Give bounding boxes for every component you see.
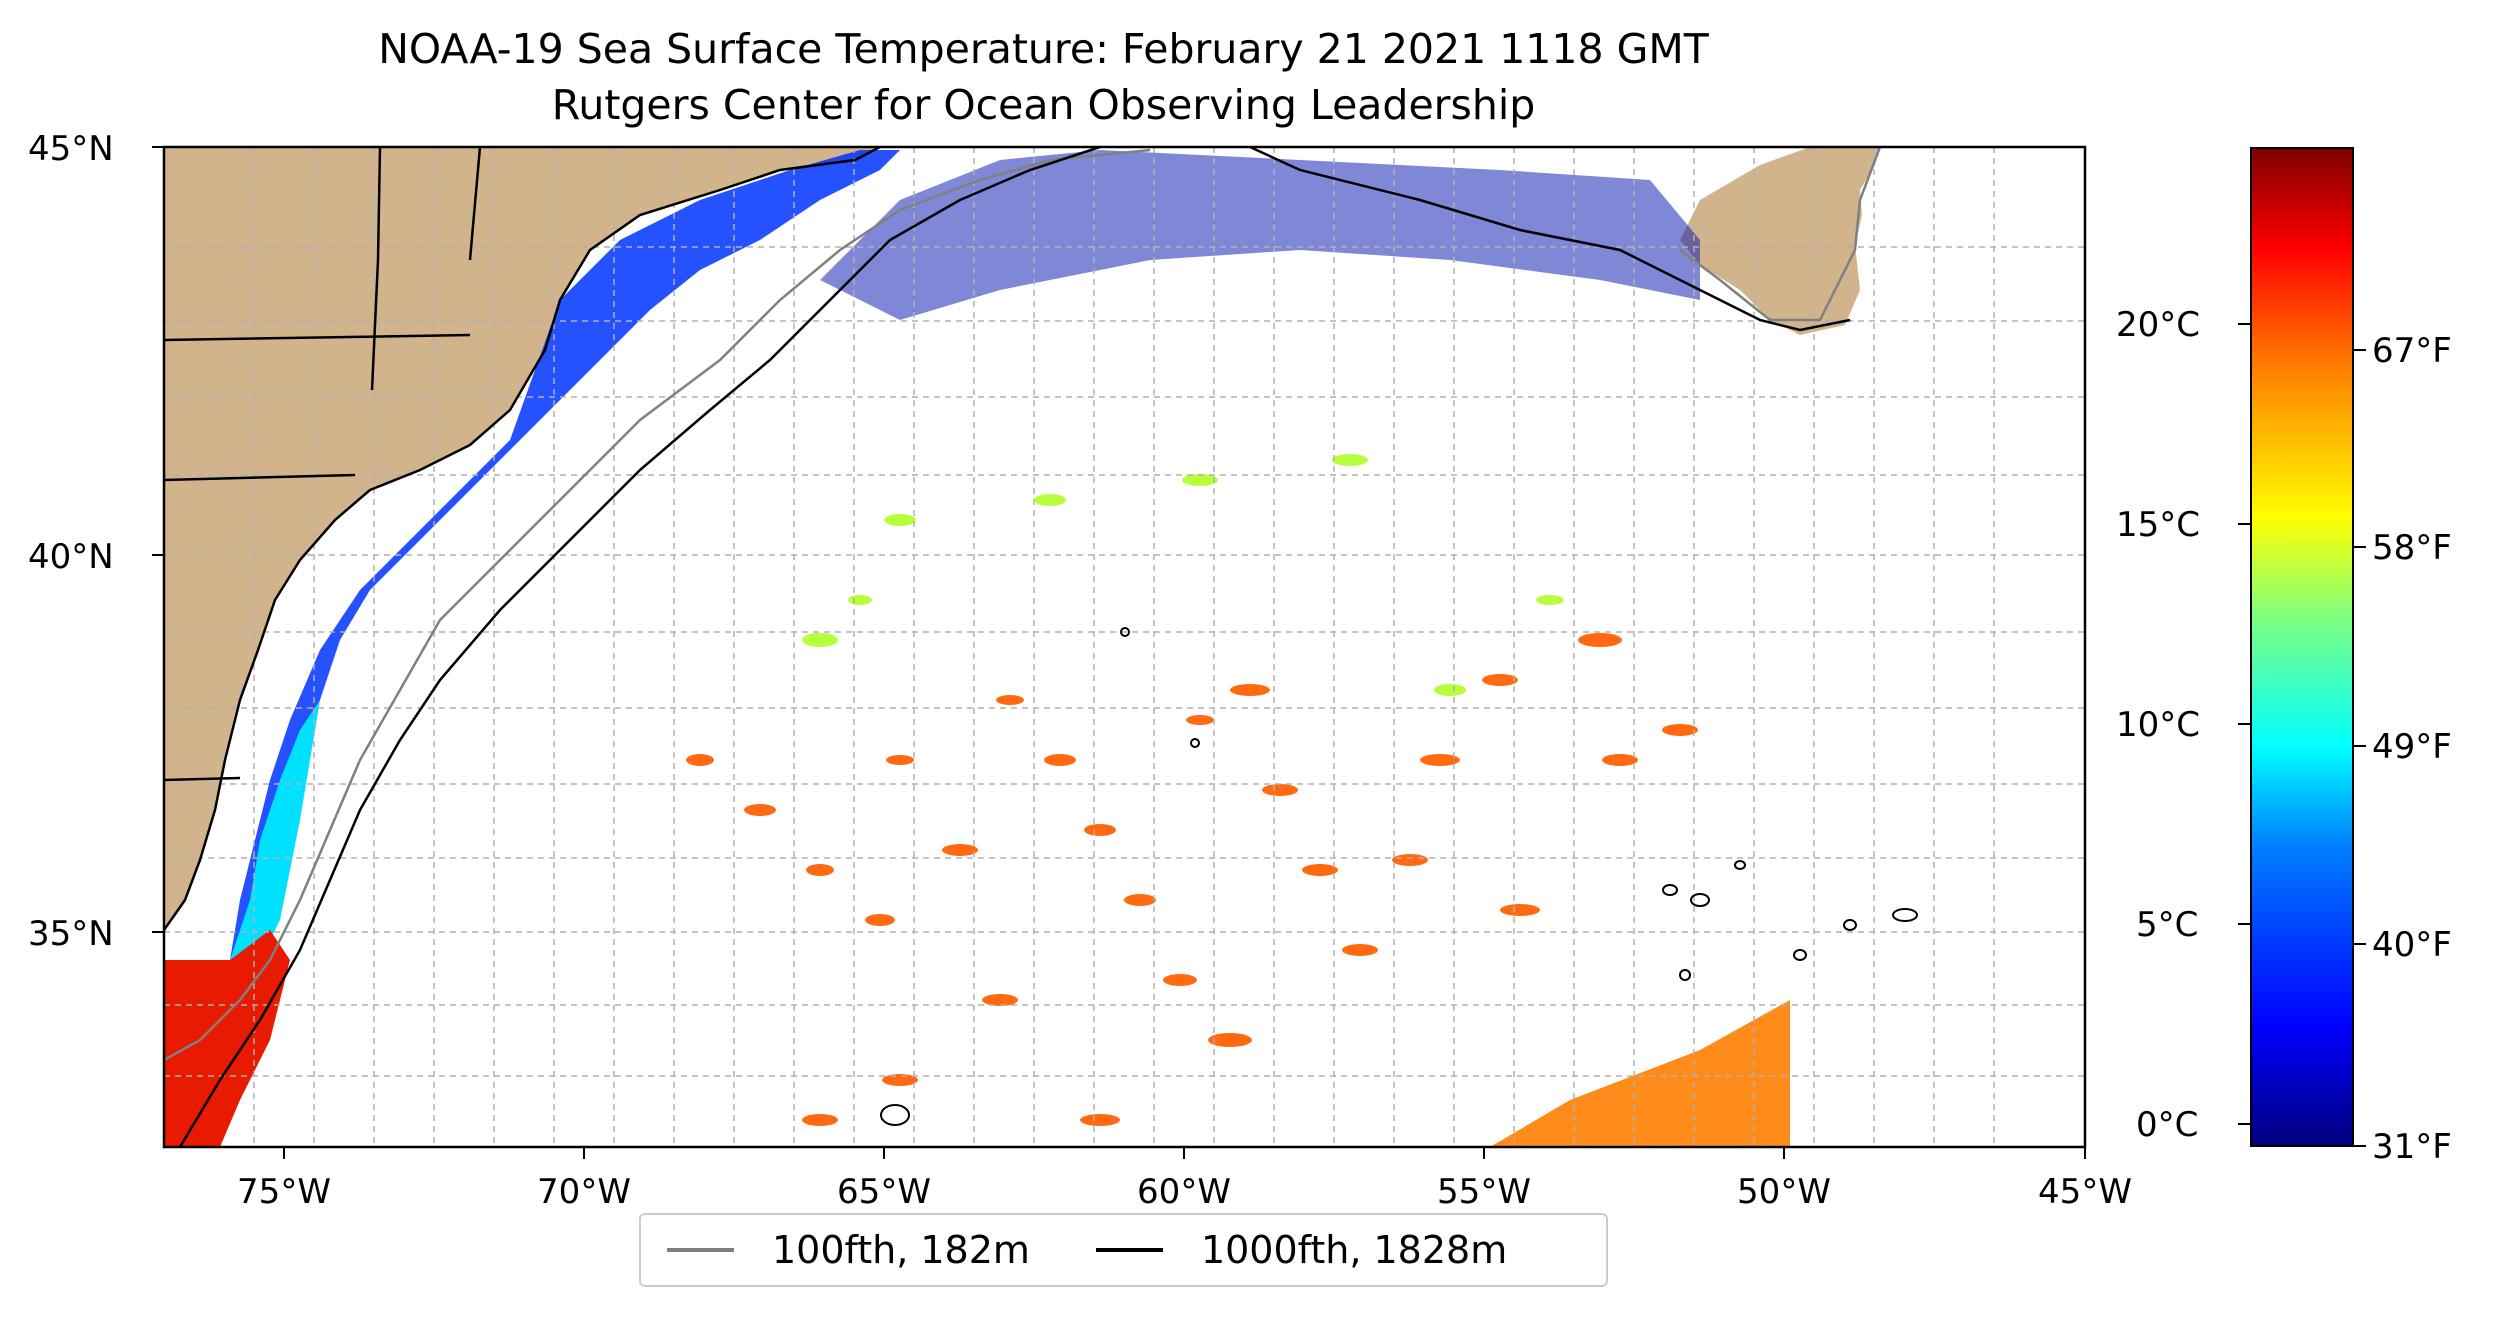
sst-mild-patches xyxy=(802,454,1564,696)
legend-label-100fth: 100fth, 182m xyxy=(772,1228,1030,1272)
chart-title: NOAA-19 Sea Surface Temperature: Februar… xyxy=(378,25,1709,73)
cb-tick-right xyxy=(2354,943,2366,945)
lon-label-55w: 55°W xyxy=(1437,1172,1531,1212)
cb-label-0c: 0°C xyxy=(2136,1105,2199,1145)
chart-subtitle: Rutgers Center for Ocean Observing Leade… xyxy=(551,81,1536,129)
land-mass-east xyxy=(1680,147,1880,335)
map-grid xyxy=(164,147,2085,1147)
legend-line-black xyxy=(1095,1248,1163,1252)
isobath-100fth xyxy=(164,148,1151,1062)
lat-label-40n: 40°N xyxy=(28,537,114,577)
coastline xyxy=(164,147,881,931)
lon-label-75w: 75°W xyxy=(237,1172,331,1212)
cb-label-5c: 5°C xyxy=(2136,905,2199,945)
cb-tick-left xyxy=(2238,923,2250,925)
temperature-colorbar xyxy=(2250,147,2354,1147)
lon-label-65w: 65°W xyxy=(837,1172,931,1212)
lon-label-70w: 70°W xyxy=(537,1172,631,1212)
lat-label-45n: 45°N xyxy=(28,129,114,169)
legend-label-1000fth: 1000fth, 1828m xyxy=(1200,1228,1508,1272)
lon-label-45w: 45°W xyxy=(2038,1172,2132,1212)
legend-item-1000fth: 1000fth, 1828m xyxy=(1095,1228,1508,1272)
cb-label-67f: 67°F xyxy=(2372,331,2452,371)
cb-tick-left xyxy=(2238,1123,2250,1125)
cb-label-49f: 49°F xyxy=(2372,727,2452,767)
sst-offshore-cold xyxy=(820,150,1700,320)
seamount-contours xyxy=(880,627,1918,1126)
sst-coastal-cold xyxy=(230,150,900,960)
isobath-1000fth xyxy=(178,147,1101,1147)
isobath-1000fth-east xyxy=(1249,147,1851,332)
legend-item-100fth: 100fth, 182m xyxy=(667,1228,1030,1272)
lon-label-60w: 60°W xyxy=(1137,1172,1231,1212)
cb-tick-right xyxy=(2354,349,2366,351)
land-mass xyxy=(164,147,880,930)
cb-label-40f: 40°F xyxy=(2372,925,2452,965)
sst-southeast-warm xyxy=(1490,1000,1790,1147)
legend-line-gray xyxy=(667,1248,734,1252)
map-legend: 100fth, 182m 1000fth, 1828m xyxy=(639,1213,1608,1287)
cb-label-20c: 20°C xyxy=(2116,305,2201,345)
lon-label-50w: 50°W xyxy=(1737,1172,1831,1212)
sst-coastal-warm xyxy=(164,930,290,1147)
sst-coastal-cool xyxy=(230,700,320,960)
cb-tick-left xyxy=(2238,523,2250,525)
isobath-100fth-east xyxy=(1679,147,1882,322)
cb-label-31f: 31°F xyxy=(2372,1127,2452,1167)
cb-tick-right xyxy=(2354,745,2366,747)
cb-tick-left xyxy=(2238,323,2250,325)
sst-warm-patches xyxy=(686,633,1698,1126)
axis-ticks xyxy=(152,146,2086,1159)
cb-label-10c: 10°C xyxy=(2116,705,2201,745)
cb-tick-left xyxy=(2238,723,2250,725)
cb-label-15c: 15°C xyxy=(2116,505,2201,545)
map-frame xyxy=(162,145,2087,1149)
cb-tick-right xyxy=(2354,546,2366,548)
cb-tick-right xyxy=(2354,1145,2366,1147)
cb-label-58f: 58°F xyxy=(2372,528,2452,568)
lat-label-35n: 35°N xyxy=(28,914,114,954)
